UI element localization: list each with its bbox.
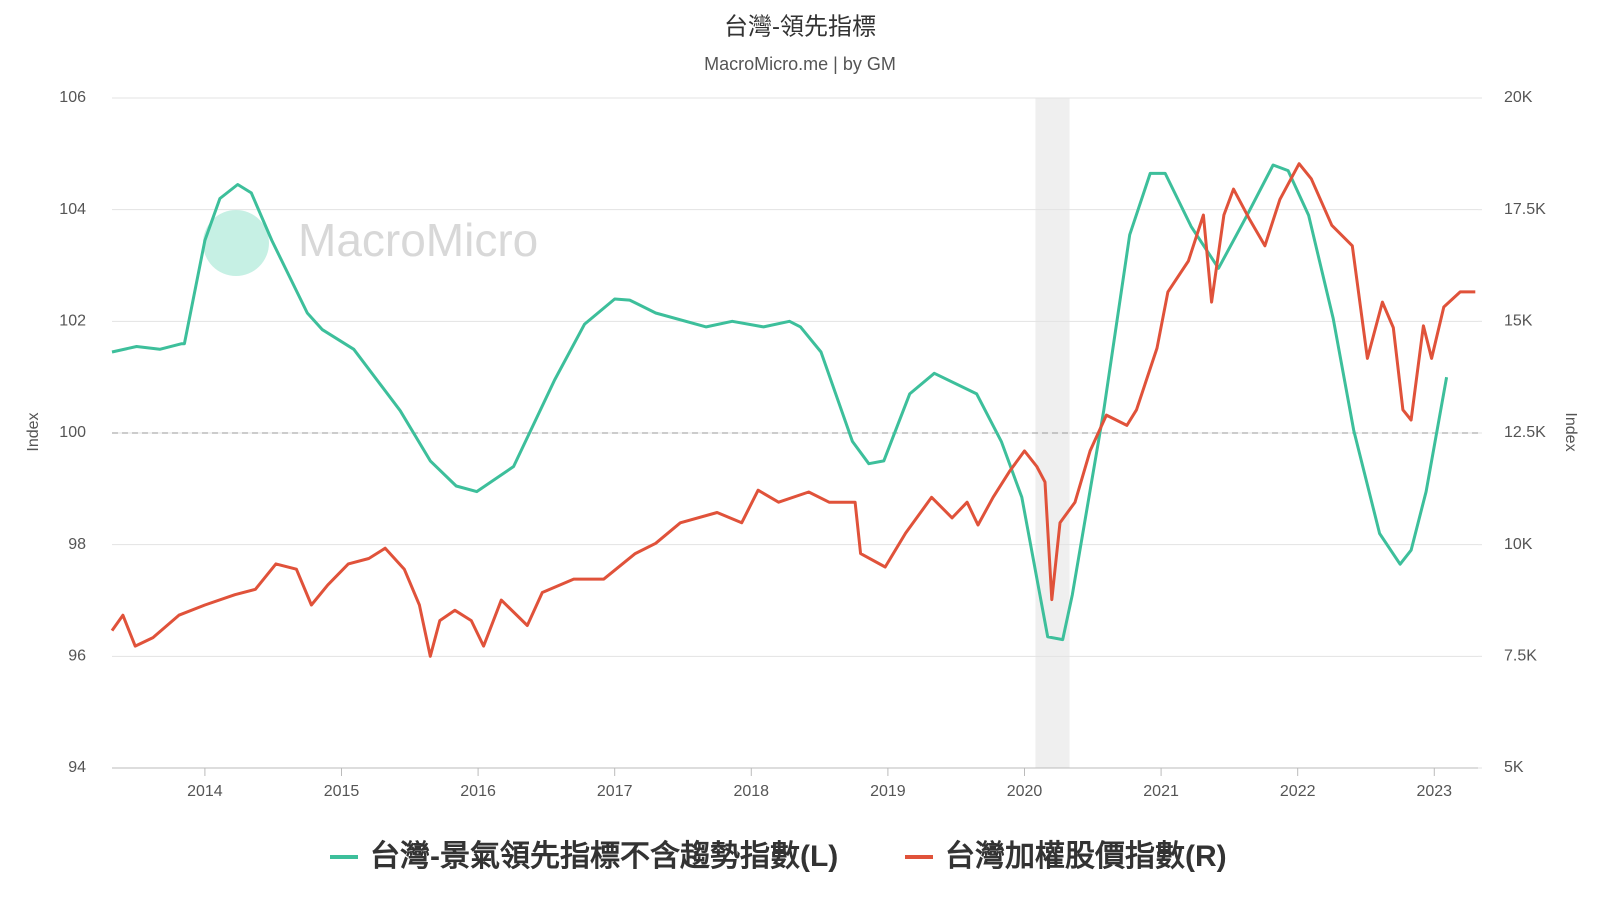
legend-label[interactable]: 台灣加權股價指數(R) <box>945 839 1227 873</box>
legend-label[interactable]: 台灣-景氣領先指標不含趨勢指數(L) <box>370 839 838 873</box>
series-line <box>110 162 1476 658</box>
y2-axis-label: Index <box>1562 412 1579 451</box>
y-tick-label: 96 <box>68 648 86 665</box>
y-axis-label: Index <box>25 412 42 451</box>
y2-tick-label: 15K <box>1504 313 1533 330</box>
y-tick-label: 100 <box>59 424 86 441</box>
x-tick-label: 2021 <box>1143 783 1179 800</box>
x-tick-label: 2019 <box>870 783 906 800</box>
y-tick-label: 106 <box>59 89 86 106</box>
y-tick-label: 102 <box>59 313 86 330</box>
y2-tick-label: 10K <box>1504 536 1533 553</box>
x-tick-label: 2020 <box>1007 783 1043 800</box>
x-tick-label: 2016 <box>460 783 496 800</box>
x-tick-label: 2014 <box>187 783 223 800</box>
y2-tick-label: 20K <box>1504 89 1533 106</box>
watermark: MacroMicro <box>298 214 538 266</box>
y2-tick-label: 17.5K <box>1504 201 1546 218</box>
x-tick-label: 2023 <box>1416 783 1452 800</box>
chart-title: 台灣-領先指標 <box>724 13 876 40</box>
y2-tick-label: 7.5K <box>1504 648 1537 665</box>
series-line <box>111 163 1449 642</box>
y-tick-label: 98 <box>68 536 86 553</box>
y-tick-label: 104 <box>59 201 86 218</box>
x-tick-label: 2015 <box>324 783 360 800</box>
y2-tick-label: 12.5K <box>1504 424 1546 441</box>
y-tick-label: 94 <box>68 759 86 776</box>
x-tick-label: 2022 <box>1280 783 1316 800</box>
x-tick-label: 2017 <box>597 783 633 800</box>
x-tick-label: 2018 <box>733 783 769 800</box>
chart-subtitle: MacroMicro.me | by GM <box>704 54 896 74</box>
watermark-logo <box>203 210 269 276</box>
y2-tick-label: 5K <box>1504 759 1524 776</box>
